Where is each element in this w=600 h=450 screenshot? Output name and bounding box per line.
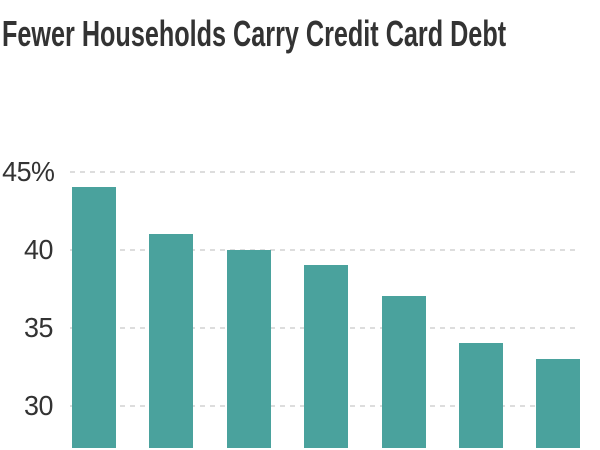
gridline <box>70 170 578 173</box>
y-axis-tick-label: 45% <box>2 155 55 187</box>
bar <box>536 358 581 448</box>
bar <box>459 343 503 448</box>
bar <box>149 233 194 448</box>
bar <box>304 265 349 448</box>
y-axis-tick-label: 40 <box>24 233 53 265</box>
gridline <box>70 248 578 251</box>
bar <box>226 249 271 448</box>
y-axis-tick-label: 35 <box>24 311 53 343</box>
chart-title: Fewer Households Carry Credit Card Debt <box>2 13 507 54</box>
bar <box>72 187 116 448</box>
y-axis-tick-label: 30 <box>24 389 53 421</box>
bar <box>381 296 426 448</box>
